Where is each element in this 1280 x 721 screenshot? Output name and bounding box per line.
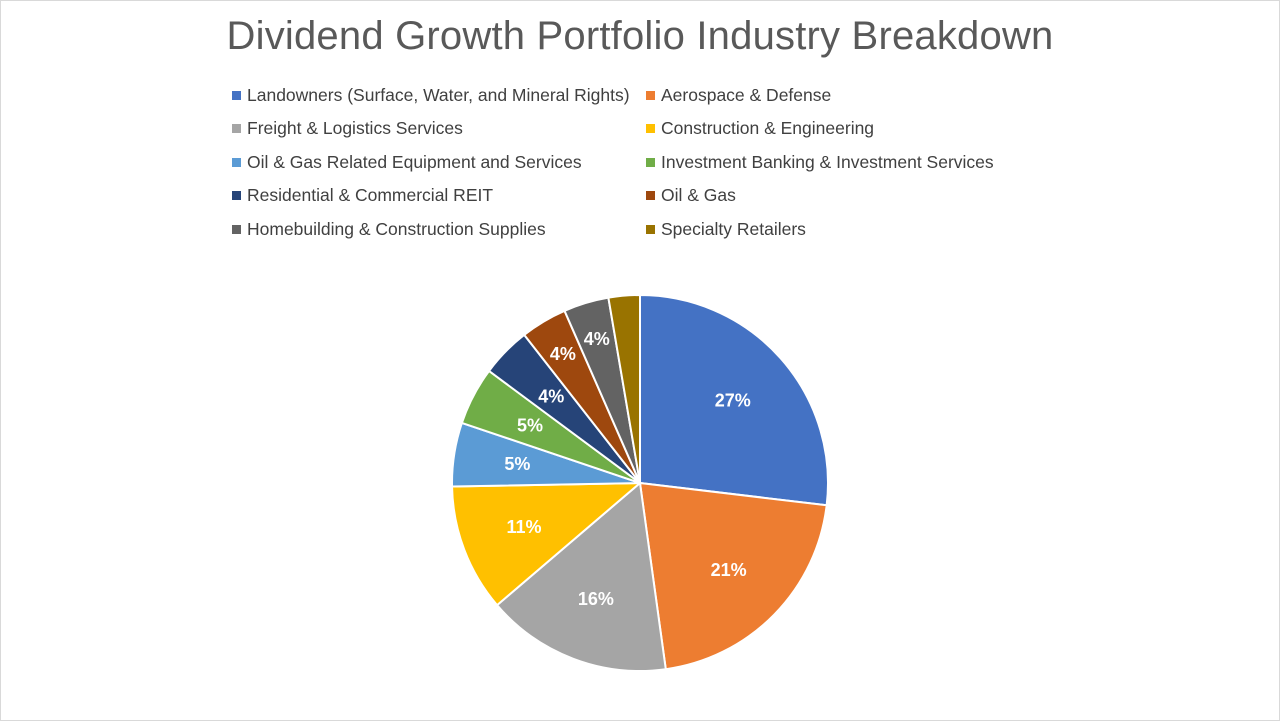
- pie-slice: [496, 482, 667, 672]
- legend-swatch: [232, 157, 241, 167]
- legend-label: Oil & Gas: [661, 185, 736, 205]
- legend-item: Aerospace & Defense: [646, 84, 1052, 106]
- slice-data-label: 4%: [584, 329, 610, 349]
- legend: Landowners (Surface, Water, and Mineral …: [232, 84, 1052, 240]
- legend-swatch: [232, 124, 241, 133]
- legend-item: Oil & Gas: [646, 185, 1052, 207]
- legend-label: Investment Banking & Investment Services: [661, 151, 994, 172]
- legend-swatch: [232, 191, 241, 200]
- pie-slice: [639, 482, 828, 671]
- legend-item: Oil & Gas Related Equipment and Services: [232, 151, 646, 173]
- legend-item: Landowners (Surface, Water, and Mineral …: [232, 84, 646, 106]
- legend-label: Oil & Gas Related Equipment and Services: [247, 151, 582, 172]
- pie-slice: [639, 294, 829, 507]
- legend-item: Homebuilding & Construction Supplies: [232, 218, 646, 240]
- legend-item: Investment Banking & Investment Services: [646, 151, 1052, 173]
- slice-data-label: 27%: [715, 391, 751, 411]
- slice-data-label: 21%: [711, 560, 747, 580]
- slice-data-label: 5%: [517, 416, 543, 436]
- pie-slice: [451, 482, 641, 607]
- legend-swatch: [232, 90, 241, 100]
- chart-title: Dividend Growth Portfolio Industry Break…: [226, 14, 1054, 58]
- slice-data-label: 4%: [538, 386, 564, 406]
- legend-item: Construction & Engineering: [646, 118, 1052, 140]
- legend-label: Freight & Logistics Services: [247, 118, 463, 138]
- legend-label: Construction & Engineering: [661, 118, 875, 138]
- legend-swatch: [232, 224, 241, 234]
- pie-slice: [607, 294, 641, 484]
- legend-swatch: [646, 124, 655, 133]
- slice-data-label: 5%: [504, 454, 530, 474]
- legend-item: Specialty Retailers: [646, 218, 1052, 240]
- legend-swatch: [646, 157, 655, 167]
- legend-label: Specialty Retailers: [661, 218, 806, 239]
- legend-label: Aerospace & Defense: [661, 84, 832, 105]
- slice-data-label: 11%: [506, 517, 541, 537]
- slice-data-label: 4%: [550, 344, 576, 364]
- legend-item: Residential & Commercial REIT: [232, 185, 646, 207]
- legend-item: Freight & Logistics Services: [232, 118, 646, 140]
- legend-label: Residential & Commercial REIT: [247, 185, 494, 205]
- legend-swatch: [646, 224, 655, 234]
- legend-label: Landowners (Surface, Water, and Mineral …: [247, 84, 630, 105]
- slice-data-label: 16%: [578, 589, 614, 609]
- legend-swatch: [646, 90, 655, 100]
- legend-label: Homebuilding & Construction Supplies: [247, 218, 546, 239]
- legend-swatch: [646, 191, 655, 200]
